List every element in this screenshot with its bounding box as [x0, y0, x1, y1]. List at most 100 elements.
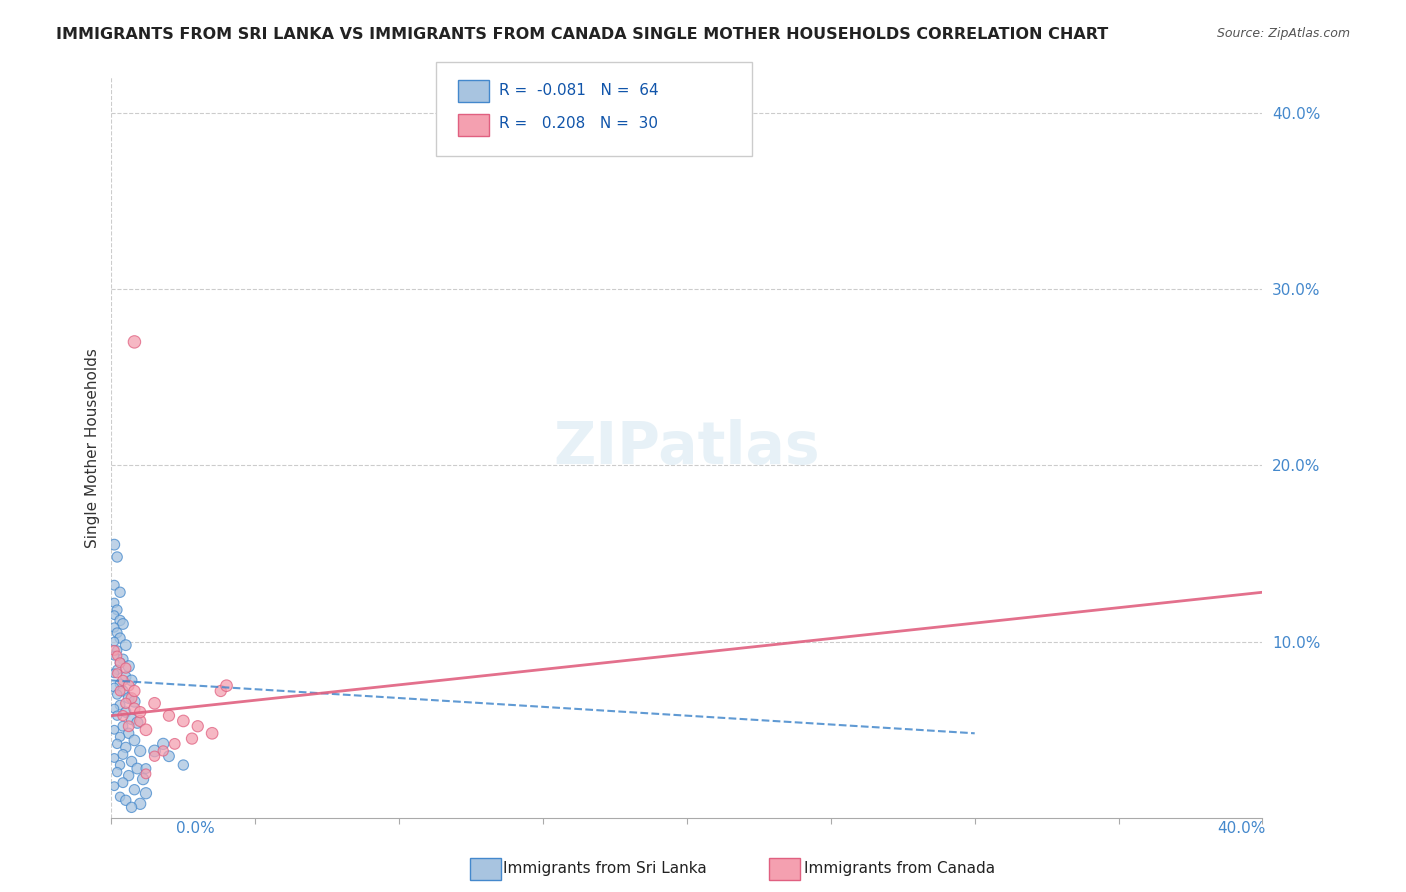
Text: Source: ZipAtlas.com: Source: ZipAtlas.com: [1216, 27, 1350, 40]
Point: [111, 652, 134, 666]
Point: [163, 737, 186, 751]
Point: [105, 663, 128, 677]
Point: [127, 715, 149, 730]
Point: [108, 677, 131, 691]
Point: [124, 701, 146, 715]
Point: [152, 744, 174, 758]
Point: [105, 666, 128, 681]
Point: [108, 684, 131, 698]
Point: [143, 744, 166, 758]
Point: [103, 643, 125, 657]
Point: [108, 789, 131, 804]
Point: [103, 723, 125, 737]
Point: [129, 714, 152, 728]
Point: [135, 723, 157, 737]
Point: [111, 617, 134, 632]
Point: [105, 688, 128, 702]
Point: [121, 755, 143, 769]
Point: [181, 731, 204, 746]
Point: [172, 758, 194, 772]
Text: 0.0%: 0.0%: [176, 821, 215, 836]
Text: R =  -0.081   N =  64: R = -0.081 N = 64: [499, 83, 659, 97]
Point: [105, 625, 128, 640]
Point: [172, 714, 194, 728]
Point: [105, 643, 128, 657]
Point: [108, 656, 131, 670]
Point: [215, 679, 238, 693]
Point: [103, 666, 125, 681]
Point: [105, 765, 128, 780]
Point: [103, 620, 125, 634]
Point: [201, 726, 224, 740]
Point: [111, 684, 134, 698]
Point: [118, 679, 141, 693]
Point: [111, 708, 134, 723]
Point: [105, 737, 128, 751]
Point: [108, 730, 131, 744]
Point: [114, 705, 136, 719]
Point: [118, 719, 141, 733]
Point: [103, 608, 125, 623]
Point: [103, 779, 125, 793]
Point: [118, 769, 141, 783]
Point: [103, 751, 125, 765]
Point: [118, 691, 141, 706]
Point: [129, 797, 152, 811]
Point: [111, 673, 134, 688]
Point: [124, 684, 146, 698]
Point: [105, 648, 128, 663]
Point: [103, 634, 125, 648]
Text: R =   0.208   N =  30: R = 0.208 N = 30: [499, 117, 658, 131]
Point: [105, 708, 128, 723]
Point: [105, 603, 128, 617]
Point: [124, 782, 146, 797]
Point: [103, 681, 125, 695]
Text: Immigrants from Sri Lanka: Immigrants from Sri Lanka: [503, 862, 707, 876]
Point: [108, 614, 131, 628]
Point: [157, 749, 180, 764]
Point: [157, 708, 180, 723]
Point: [118, 726, 141, 740]
Text: Immigrants from Canada: Immigrants from Canada: [804, 862, 995, 876]
Text: ZIPatlas: ZIPatlas: [554, 419, 820, 476]
Point: [114, 793, 136, 807]
Point: [129, 705, 152, 719]
Point: [121, 712, 143, 726]
Point: [121, 673, 143, 688]
Point: [135, 762, 157, 776]
Point: [105, 549, 128, 564]
Point: [118, 659, 141, 673]
Point: [114, 638, 136, 652]
Point: [114, 696, 136, 710]
Point: [111, 775, 134, 789]
Point: [121, 800, 143, 814]
Point: [108, 656, 131, 670]
Point: [121, 691, 143, 706]
Point: [187, 719, 209, 733]
Point: [108, 698, 131, 712]
Point: [209, 684, 232, 698]
Point: [114, 661, 136, 675]
Point: [108, 758, 131, 772]
Point: [111, 747, 134, 762]
Point: [111, 719, 134, 733]
Point: [108, 585, 131, 599]
Point: [129, 744, 152, 758]
Point: [143, 749, 166, 764]
Point: [103, 578, 125, 592]
Point: [132, 772, 155, 786]
Point: [127, 762, 149, 776]
Point: [124, 334, 146, 349]
Point: [124, 733, 146, 747]
Point: [114, 740, 136, 755]
Point: [143, 696, 166, 710]
Point: [108, 631, 131, 645]
Point: [103, 596, 125, 610]
Point: [124, 695, 146, 709]
Point: [103, 648, 125, 663]
Point: [103, 538, 125, 552]
Point: [135, 786, 157, 800]
Point: [114, 670, 136, 684]
Point: [103, 701, 125, 715]
Y-axis label: Single Mother Households: Single Mother Households: [86, 348, 100, 548]
